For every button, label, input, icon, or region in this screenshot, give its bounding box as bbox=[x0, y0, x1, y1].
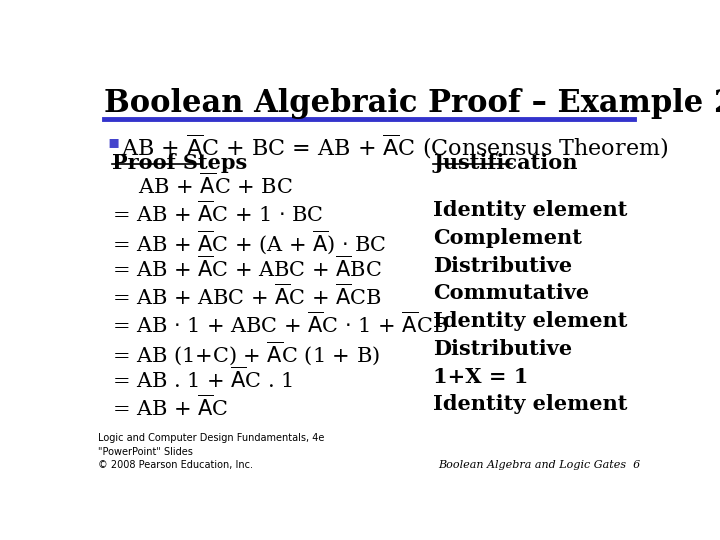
Text: Commutative: Commutative bbox=[433, 284, 589, 303]
Text: Justification: Justification bbox=[433, 153, 577, 173]
Text: 1+X = 1: 1+X = 1 bbox=[433, 367, 528, 387]
Text: Proof Steps: Proof Steps bbox=[112, 153, 247, 173]
Text: Identity element: Identity element bbox=[433, 311, 628, 331]
Text: = AB + $\overline{\rm A}$C + (A + $\overline{\rm A}$) $\cdot$ BC: = AB + $\overline{\rm A}$C + (A + $\over… bbox=[112, 228, 387, 255]
Text: Identity element: Identity element bbox=[433, 200, 628, 220]
Text: = AB $\cdot$ 1 + ABC + $\overline{\rm A}$C $\cdot$ 1 + $\overline{\rm A}$CB: = AB $\cdot$ 1 + ABC + $\overline{\rm A}… bbox=[112, 311, 448, 336]
Text: Identity element: Identity element bbox=[433, 394, 628, 414]
Text: = AB + ABC + $\overline{\rm A}$C + $\overline{\rm A}$CB: = AB + ABC + $\overline{\rm A}$C + $\ove… bbox=[112, 284, 382, 309]
Text: AB + $\overline{\rm A}$C + BC = AB + $\overline{\rm A}$C (Consensus Theorem): AB + $\overline{\rm A}$C + BC = AB + $\o… bbox=[121, 132, 668, 161]
Text: Boolean Algebraic Proof – Example 2: Boolean Algebraic Proof – Example 2 bbox=[104, 88, 720, 119]
Text: Distributive: Distributive bbox=[433, 256, 572, 276]
Text: AB + $\overline{\rm A}$C + BC: AB + $\overline{\rm A}$C + BC bbox=[112, 173, 292, 198]
Text: Complement: Complement bbox=[433, 228, 582, 248]
Text: = AB + $\overline{\rm A}$C + 1 $\cdot$ BC: = AB + $\overline{\rm A}$C + 1 $\cdot$ B… bbox=[112, 200, 323, 226]
Text: = AB + $\overline{\rm A}$C: = AB + $\overline{\rm A}$C bbox=[112, 394, 228, 420]
Text: Distributive: Distributive bbox=[433, 339, 572, 359]
Text: ▪: ▪ bbox=[107, 132, 120, 151]
Text: Logic and Computer Design Fundamentals, 4e
"PowerPoint" Slides
© 2008 Pearson Ed: Logic and Computer Design Fundamentals, … bbox=[98, 434, 324, 470]
Text: = AB . 1 + $\overline{\rm A}$C . 1: = AB . 1 + $\overline{\rm A}$C . 1 bbox=[112, 367, 293, 392]
Text: = AB + $\overline{\rm A}$C + ABC + $\overline{\rm A}$BC: = AB + $\overline{\rm A}$C + ABC + $\ove… bbox=[112, 256, 382, 281]
Text: Boolean Algebra and Logic Gates  6: Boolean Algebra and Logic Gates 6 bbox=[438, 460, 640, 470]
Text: = AB (1+C) + $\overline{\rm A}$C (1 + B): = AB (1+C) + $\overline{\rm A}$C (1 + B) bbox=[112, 339, 379, 367]
